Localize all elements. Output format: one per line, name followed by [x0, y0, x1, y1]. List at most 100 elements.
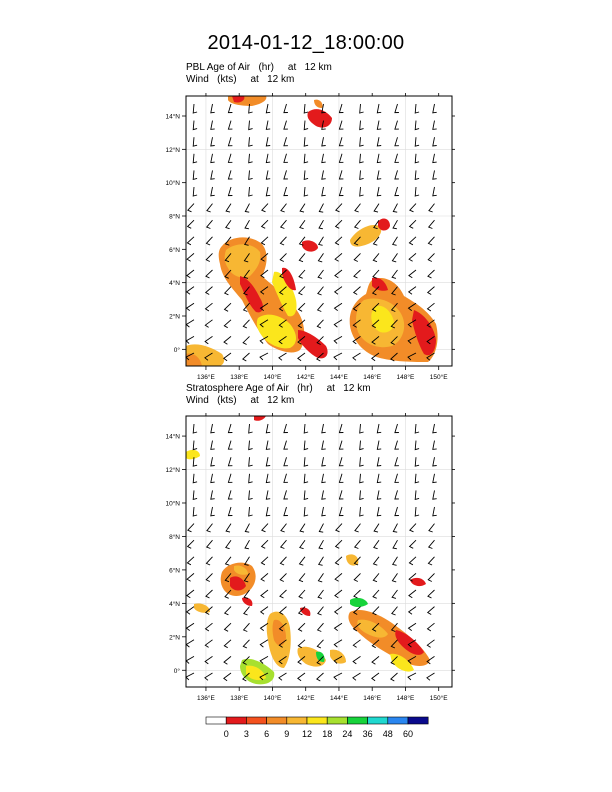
wind-barb: [265, 423, 271, 434]
wind-barb: [317, 606, 324, 616]
wind-barb: [352, 336, 361, 345]
wind-barb: [317, 286, 324, 296]
wind-barb: [227, 473, 233, 483]
wind-barb: [426, 352, 435, 361]
wind-barb: [373, 203, 380, 213]
wind-barb: [427, 253, 435, 262]
wind-barb: [278, 286, 287, 295]
wind-barb: [316, 336, 324, 345]
wind-barb: [432, 170, 437, 180]
wind-barb: [376, 153, 382, 164]
colorbar: 0 3 6 9 12 18 24 36 48 60: [205, 716, 429, 739]
wind-barb: [185, 606, 195, 615]
wind-barb: [223, 336, 232, 345]
wind-barb: [333, 336, 343, 344]
wind-barb: [280, 523, 287, 533]
wind-barb: [297, 639, 306, 649]
wind-barb: [353, 253, 361, 262]
wind-barb: [303, 170, 309, 180]
wind-barb: [248, 153, 253, 164]
panel-title-line2: Wind (kts) at 12 km: [186, 74, 295, 85]
wind-barb: [297, 286, 306, 296]
wind-barb: [299, 523, 306, 533]
y-tick-label: 8°N: [169, 533, 180, 541]
wind-barb: [279, 219, 287, 229]
wind-barb: [299, 203, 306, 213]
x-tick-label: 148°E: [397, 694, 415, 702]
wind-barb: [354, 203, 361, 213]
y-tick-label: 6°N: [169, 246, 180, 254]
wind-barb: [394, 137, 399, 147]
wind-barb: [333, 656, 343, 664]
wind-barb: [260, 556, 269, 566]
wind-barb: [414, 457, 420, 467]
wind-barb: [192, 153, 198, 164]
colorbar-label: 9: [284, 729, 289, 739]
wind-barb: [243, 556, 250, 566]
wind-barb: [372, 236, 380, 246]
wind-barb: [186, 219, 195, 229]
wind-barb: [371, 352, 380, 362]
wind-barb: [265, 457, 271, 467]
wind-barb: [223, 286, 232, 296]
wind-barb: [278, 672, 287, 681]
wind-barb: [259, 302, 269, 311]
wind-barb: [338, 440, 344, 450]
wind-barb: [333, 639, 343, 648]
wind-barb: [432, 473, 437, 484]
wind-barb: [205, 269, 213, 279]
wind-barb: [210, 423, 215, 434]
wind-barb: [338, 120, 344, 130]
wind-barb: [391, 573, 398, 583]
wind-barb: [376, 103, 382, 114]
wind-barb: [321, 440, 326, 450]
colorbar-label: 3: [244, 729, 249, 739]
field-blob: [272, 271, 297, 317]
wind-barb: [248, 473, 253, 484]
wind-barb: [259, 656, 269, 664]
wind-barb: [299, 539, 306, 550]
wind-barb: [205, 573, 213, 582]
wind-barb: [432, 423, 437, 434]
wind-barb: [298, 573, 306, 583]
wind-barb: [338, 506, 344, 517]
colorbar-label: 48: [383, 729, 393, 739]
wind-barb: [338, 170, 344, 180]
map-panel-pbl: 136°E 138°E 140°E 142°E 144°E 146°E 148°E 150°E…: [165, 93, 455, 381]
wind-barb: [426, 656, 435, 665]
wind-barb: [192, 506, 198, 517]
wind-barb: [244, 219, 250, 230]
field-blob: [371, 305, 394, 333]
wind-barb: [187, 523, 195, 533]
wind-barb: [224, 589, 232, 599]
x-tick-label: 148°E: [397, 373, 415, 381]
wind-barb: [371, 302, 380, 312]
wind-barb: [333, 302, 343, 311]
wind-barb: [243, 286, 250, 296]
wind-barb: [244, 203, 250, 213]
wind-barb: [391, 556, 398, 566]
y-tick-label: 10°N: [165, 179, 180, 187]
y-tick-label: 0°: [174, 346, 181, 354]
wind-barb: [204, 639, 213, 648]
wind-barb: [376, 120, 382, 130]
wind-barb: [225, 523, 232, 533]
wind-barb: [259, 639, 269, 648]
wind-barb: [321, 186, 326, 197]
wind-barb: [192, 103, 198, 114]
field-blob: [302, 240, 318, 252]
wind-barb: [205, 219, 213, 229]
wind-barb: [407, 319, 417, 328]
wind-barb: [407, 286, 417, 295]
x-tick-label: 144°E: [330, 694, 348, 702]
wind-barb: [210, 153, 215, 164]
wind-barb: [407, 336, 417, 344]
wind-barb: [243, 573, 250, 583]
wind-barb: [210, 490, 215, 500]
wind-barb: [372, 269, 380, 279]
wind-barb: [432, 153, 437, 164]
wind-barb: [394, 170, 399, 180]
wind-barb: [371, 286, 380, 296]
wind-barb: [376, 137, 382, 147]
wind-barb: [391, 253, 398, 263]
